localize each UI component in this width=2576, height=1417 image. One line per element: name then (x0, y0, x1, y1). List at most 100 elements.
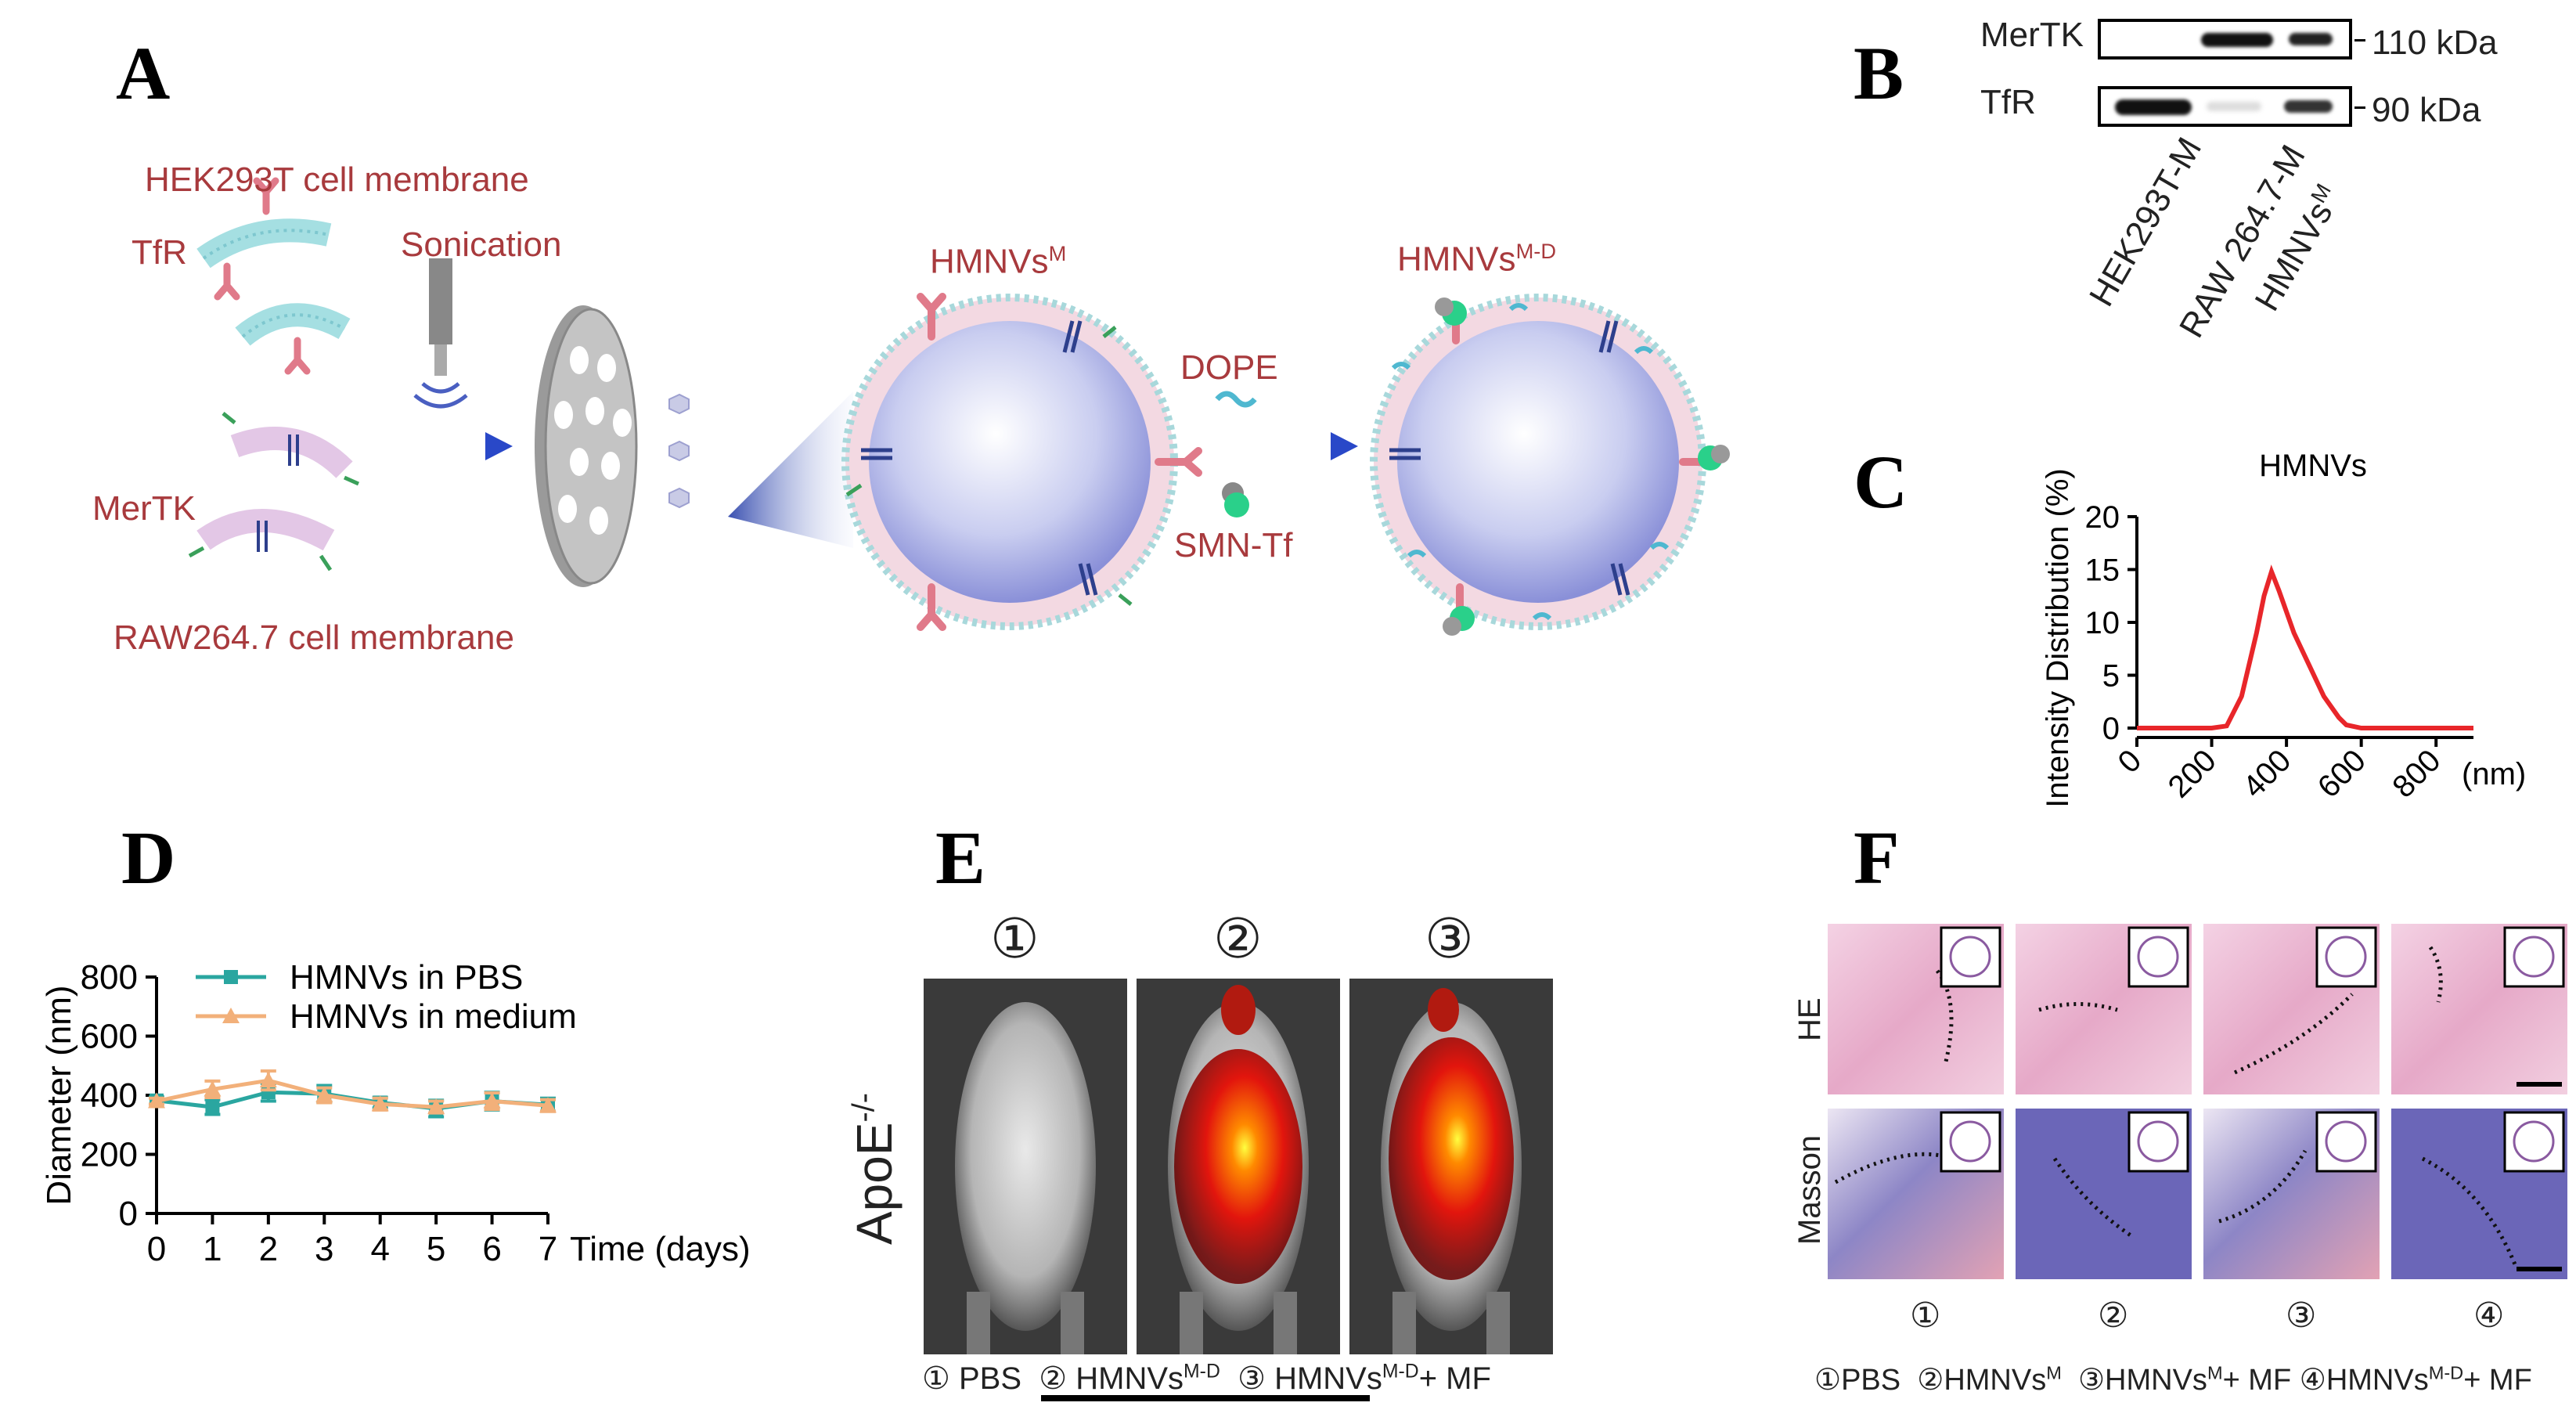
col-number-3: ③ (2286, 1296, 2317, 1335)
chart-d-x-label: Time (days) (570, 1230, 751, 1268)
f-cap-n2: ② (1917, 1364, 1944, 1397)
col-number-4: ④ (2473, 1296, 2505, 1335)
chart-d-point (204, 1080, 222, 1097)
panel-f-histology: HE Masson ① ② ③ ④ (1792, 924, 2567, 1409)
e-cap-n1: ① (922, 1361, 950, 1396)
e-cap-sup2: M-D (1184, 1361, 1220, 1383)
panel-c-chart: HMNVs 0 5 10 15 20 0 200 400 600 800 (nm) Intensity … (2019, 438, 2575, 814)
blot-band (2201, 33, 2273, 47)
chart-c-series-line (2137, 564, 2473, 730)
f-cap-n4: ④ (2299, 1364, 2326, 1397)
chart-d-legend-label: HMNVs in PBS (290, 958, 523, 997)
hmnvs-md-vesicle (1370, 294, 1730, 636)
chart-c-y-tick-label: 10 (2085, 606, 2120, 640)
chart-c-y-tick-label: 5 (2102, 659, 2120, 694)
panel-label-e: E (935, 816, 986, 900)
histology-grid (1828, 924, 2567, 1279)
f-cap-sup4: M-D (2428, 1362, 2464, 1383)
e-cap-base2: HMNVs (1075, 1361, 1184, 1396)
chart-c-x-tick-label: 200 (2162, 743, 2223, 804)
genotype-label: ApoE-/- (845, 1093, 903, 1245)
f-cap-sup3: M (2207, 1362, 2223, 1383)
f-cap-tail4: + MF (2463, 1364, 2532, 1397)
sonication-label: Sonication (401, 225, 562, 264)
panel-a-schematic (0, 0, 1800, 705)
chart-d-point (259, 1072, 277, 1088)
chart-d-series-line (156, 1078, 549, 1109)
blot-band (2289, 33, 2333, 45)
chart-c-y-tick-label: 0 (2102, 712, 2120, 746)
mw-label-90: 90 kDa (2372, 91, 2481, 129)
mouse-number-3: ③ (1425, 908, 1474, 969)
panel-d-chart: 0 200 400 600 800 0 1 2 3 4 5 6 7 Time (days) Diameter… (16, 939, 830, 1347)
row-label-masson: Masson (1792, 1134, 1827, 1245)
chart-d-y-tick-label: 0 (119, 1195, 138, 1233)
e-cap-base3: HMNVs (1274, 1361, 1382, 1396)
chart-d-point (483, 1092, 501, 1109)
chart-d-x-tick-label: 0 (147, 1230, 166, 1268)
chart-d-point (315, 1087, 333, 1102)
panel-label-d: D (121, 816, 176, 900)
mouse-number-2: ② (1213, 908, 1263, 969)
nanoparticles (668, 393, 690, 509)
chart-d-y-tick-label: 600 (81, 1018, 138, 1056)
chart-d-y-tick-label: 400 (81, 1076, 138, 1115)
chart-d-point (539, 1097, 557, 1113)
hmnvs-md-base: HMNVs (1397, 240, 1516, 279)
chart-c-x-label: (nm) (2462, 757, 2526, 791)
smn-tf-icon (1222, 482, 1249, 517)
mertk-label: MerTK (92, 489, 196, 528)
hmnvs-m-base: HMNVs (930, 242, 1049, 281)
scale-bar-masson (2517, 1267, 2562, 1271)
chart-d-y-label: Diameter (nm) (40, 985, 78, 1205)
chart-d-x-tick-label: 4 (370, 1230, 389, 1268)
chart-d-x-tick-label: 7 (539, 1230, 557, 1268)
f-cap-base4: HMNVs (2326, 1364, 2429, 1397)
e-cap-n2: ② (1039, 1361, 1068, 1396)
row-label-he: HE (1792, 997, 1827, 1041)
hmnvs-m-sup: M (1048, 241, 1067, 265)
schematic-drawing (188, 177, 1730, 636)
dope-label: DOPE (1180, 348, 1278, 387)
tfr-label: TfR (132, 233, 187, 272)
chart-d-y-tick-label: 200 (81, 1136, 138, 1174)
hek-membrane-fragments (196, 177, 351, 375)
scale-bar (1041, 1395, 1370, 1401)
e-cap-n3: ③ (1238, 1361, 1266, 1396)
dope-icon (1215, 391, 1257, 408)
chart-d-y-tick-label: 800 (81, 958, 138, 997)
chart-d-x-tick-label: 5 (427, 1230, 445, 1268)
chart-c-y-tick-label: 15 (2085, 553, 2120, 588)
chart-d-x-tick-label: 2 (259, 1230, 278, 1268)
panel-f-caption: ①PBS ②HMNVsM ③HMNVsM+ MF ④HMNVsM-D+ MF (1814, 1362, 2532, 1397)
f-cap-base1: PBS (1841, 1364, 1901, 1397)
e-cap-base1: PBS (958, 1361, 1022, 1396)
panel-e-imaging: ApoE-/- ① ② ③ (830, 900, 1636, 1401)
chart-c-x-tick-label: 0 (2112, 743, 2149, 780)
chart-d-legend-label: HMNVs in medium (290, 997, 577, 1036)
blot-band (2115, 99, 2192, 115)
panel-b-western-blot: MerTK TfR 110 kDa 90 kDa HEK293T-M RAW 2… (1980, 16, 2567, 344)
lane-label-hek: HEK293T-M (2082, 131, 2210, 313)
genotype-sup: -/- (846, 1092, 881, 1123)
mouse-number-1: ① (990, 908, 1039, 969)
col-number-2: ② (2098, 1296, 2129, 1335)
chart-d-x-tick-label: 6 (482, 1230, 501, 1268)
f-cap-base3: HMNVs (2105, 1364, 2207, 1397)
smn-tf-label: SMN-Tf (1174, 526, 1293, 564)
genotype-base: ApoE (846, 1122, 903, 1245)
f-cap-base2: HMNVs (1944, 1364, 2047, 1397)
panel-label-f: F (1854, 816, 1900, 900)
hek-membrane-label: HEK293T cell membrane (145, 160, 529, 199)
e-cap-tail3: + MF (1418, 1361, 1491, 1396)
chart-c-x-tick-label: 800 (2386, 743, 2447, 804)
chart-c-y-tick-label: 20 (2085, 500, 2120, 535)
hmnvs-md-sup: M-D (1515, 239, 1557, 263)
e-cap-sup3: M-D (1382, 1361, 1419, 1383)
mouse-image-2 (1137, 979, 1340, 1354)
col-number-1: ① (1910, 1296, 1941, 1335)
zoom-cone (728, 391, 853, 548)
hmnvs-md-label: HMNVsM-D (1397, 239, 1556, 279)
